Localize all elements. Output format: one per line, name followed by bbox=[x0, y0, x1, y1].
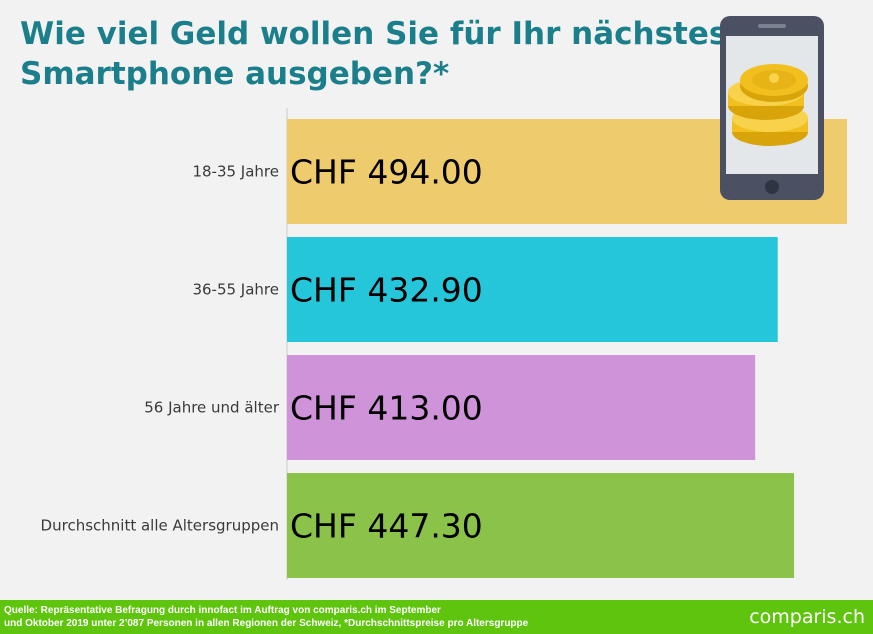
category-label-3: 56 Jahre und älter bbox=[144, 399, 280, 417]
phone-home-button bbox=[765, 180, 779, 194]
category-label-4: Durchschnitt alle Altersgruppen bbox=[41, 517, 279, 535]
bar-4 bbox=[287, 473, 795, 578]
category-label-1: 18-35 Jahre bbox=[192, 163, 279, 181]
bar-value-label-3: CHF 413.00 bbox=[290, 389, 483, 428]
coin-stack-icon bbox=[728, 64, 808, 146]
bar-3 bbox=[287, 355, 756, 460]
phone-speaker bbox=[758, 24, 786, 28]
bar-chart: CHF 494.00 18-35 Jahre CHF 432.90 36-55 Jah… bbox=[41, 108, 847, 580]
source-line-2: und Oktober 2019 unter 2’087 Personen in… bbox=[4, 618, 529, 629]
bar-2 bbox=[287, 237, 778, 342]
bar-value-label-2: CHF 432.90 bbox=[290, 271, 483, 310]
bar-value-label-1: CHF 494.00 bbox=[290, 153, 483, 192]
bar-group: CHF 494.00 18-35 Jahre CHF 432.90 36-55 Jah… bbox=[41, 119, 847, 578]
chart-title: Wie viel Geld wollen Sie für Ihr nächste… bbox=[20, 14, 728, 94]
chart-title-line-1: Wie viel Geld wollen Sie für Ihr nächste… bbox=[20, 16, 728, 52]
comparis-logo[interactable]: comparis.ch bbox=[749, 606, 865, 628]
chart-title-line-2: Smartphone ausgeben?* bbox=[20, 56, 450, 92]
source-line-1: Quelle: Repräsentative Befragung durch i… bbox=[4, 605, 441, 616]
category-label-2: 36-55 Jahre bbox=[192, 281, 279, 299]
smartphone-with-coins-icon bbox=[720, 16, 824, 200]
bar-value-label-4: CHF 447.30 bbox=[290, 507, 483, 546]
source-footer: Quelle: Repräsentative Befragung durch i… bbox=[0, 600, 873, 634]
source-note: Quelle: Repräsentative Befragung durch i… bbox=[4, 604, 704, 630]
